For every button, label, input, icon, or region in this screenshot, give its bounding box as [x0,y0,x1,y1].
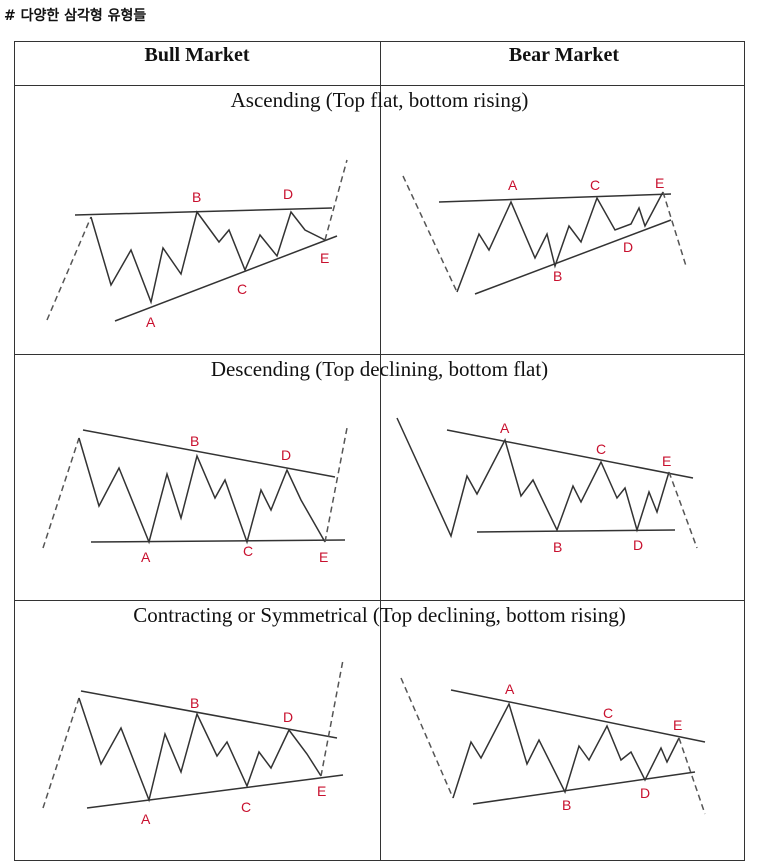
diagram-symmetrical-bull: A B C D E [42,659,344,827]
point-label-a: A [508,177,518,193]
point-label-e: E [662,453,671,469]
point-label-c: C [603,705,613,721]
point-label-e: E [673,717,682,733]
column-header-bull: Bull Market [144,44,250,66]
diagram-descending-bull: A B C D E [42,427,348,565]
pattern-table [14,41,745,861]
header-divider [14,85,745,86]
point-label-b: B [190,433,199,449]
point-label-d: D [283,709,293,725]
point-label-b: B [553,268,562,284]
row-title-descending: Descending (Top declining, bottom flat) [210,357,549,381]
point-label-d: D [640,785,650,801]
column-header-bear: Bear Market [508,44,620,66]
point-label-a: A [146,314,156,330]
point-label-b: B [562,797,571,813]
row-divider-2 [14,600,745,601]
point-label-c: C [237,281,247,297]
diagram-descending-bear: A B C D E [396,417,698,555]
point-label-d: D [281,447,291,463]
point-label-b: B [553,539,562,555]
page-heading: # 다양한 삼각형 유형들 [4,8,147,24]
row-title-symmetrical: Contracting or Symmetrical (Top declinin… [133,603,626,627]
point-label-a: A [141,811,151,827]
point-label-d: D [623,239,633,255]
point-label-c: C [596,441,606,457]
point-label-d: D [283,186,293,202]
point-label-e: E [320,250,329,266]
point-label-a: A [505,681,515,697]
point-label-e: E [655,175,664,191]
point-label-e: E [319,549,328,565]
point-label-c: C [243,543,253,559]
point-label-c: C [241,799,251,815]
point-label-c: C [590,177,600,193]
row-divider-1 [14,354,745,355]
row-title-ascending: Ascending (Top flat, bottom rising) [230,88,529,112]
point-label-d: D [633,537,643,553]
diagram-ascending-bear: A B C D E [402,175,687,295]
diagram-ascending-bull: A B C D E [46,159,348,330]
point-label-a: A [141,549,151,565]
diagram-symmetrical-bear: A B C D E [400,677,706,815]
column-divider [380,41,381,861]
point-label-e: E [317,783,326,799]
point-label-b: B [190,695,199,711]
point-label-a: A [500,420,510,436]
point-label-b: B [192,189,201,205]
